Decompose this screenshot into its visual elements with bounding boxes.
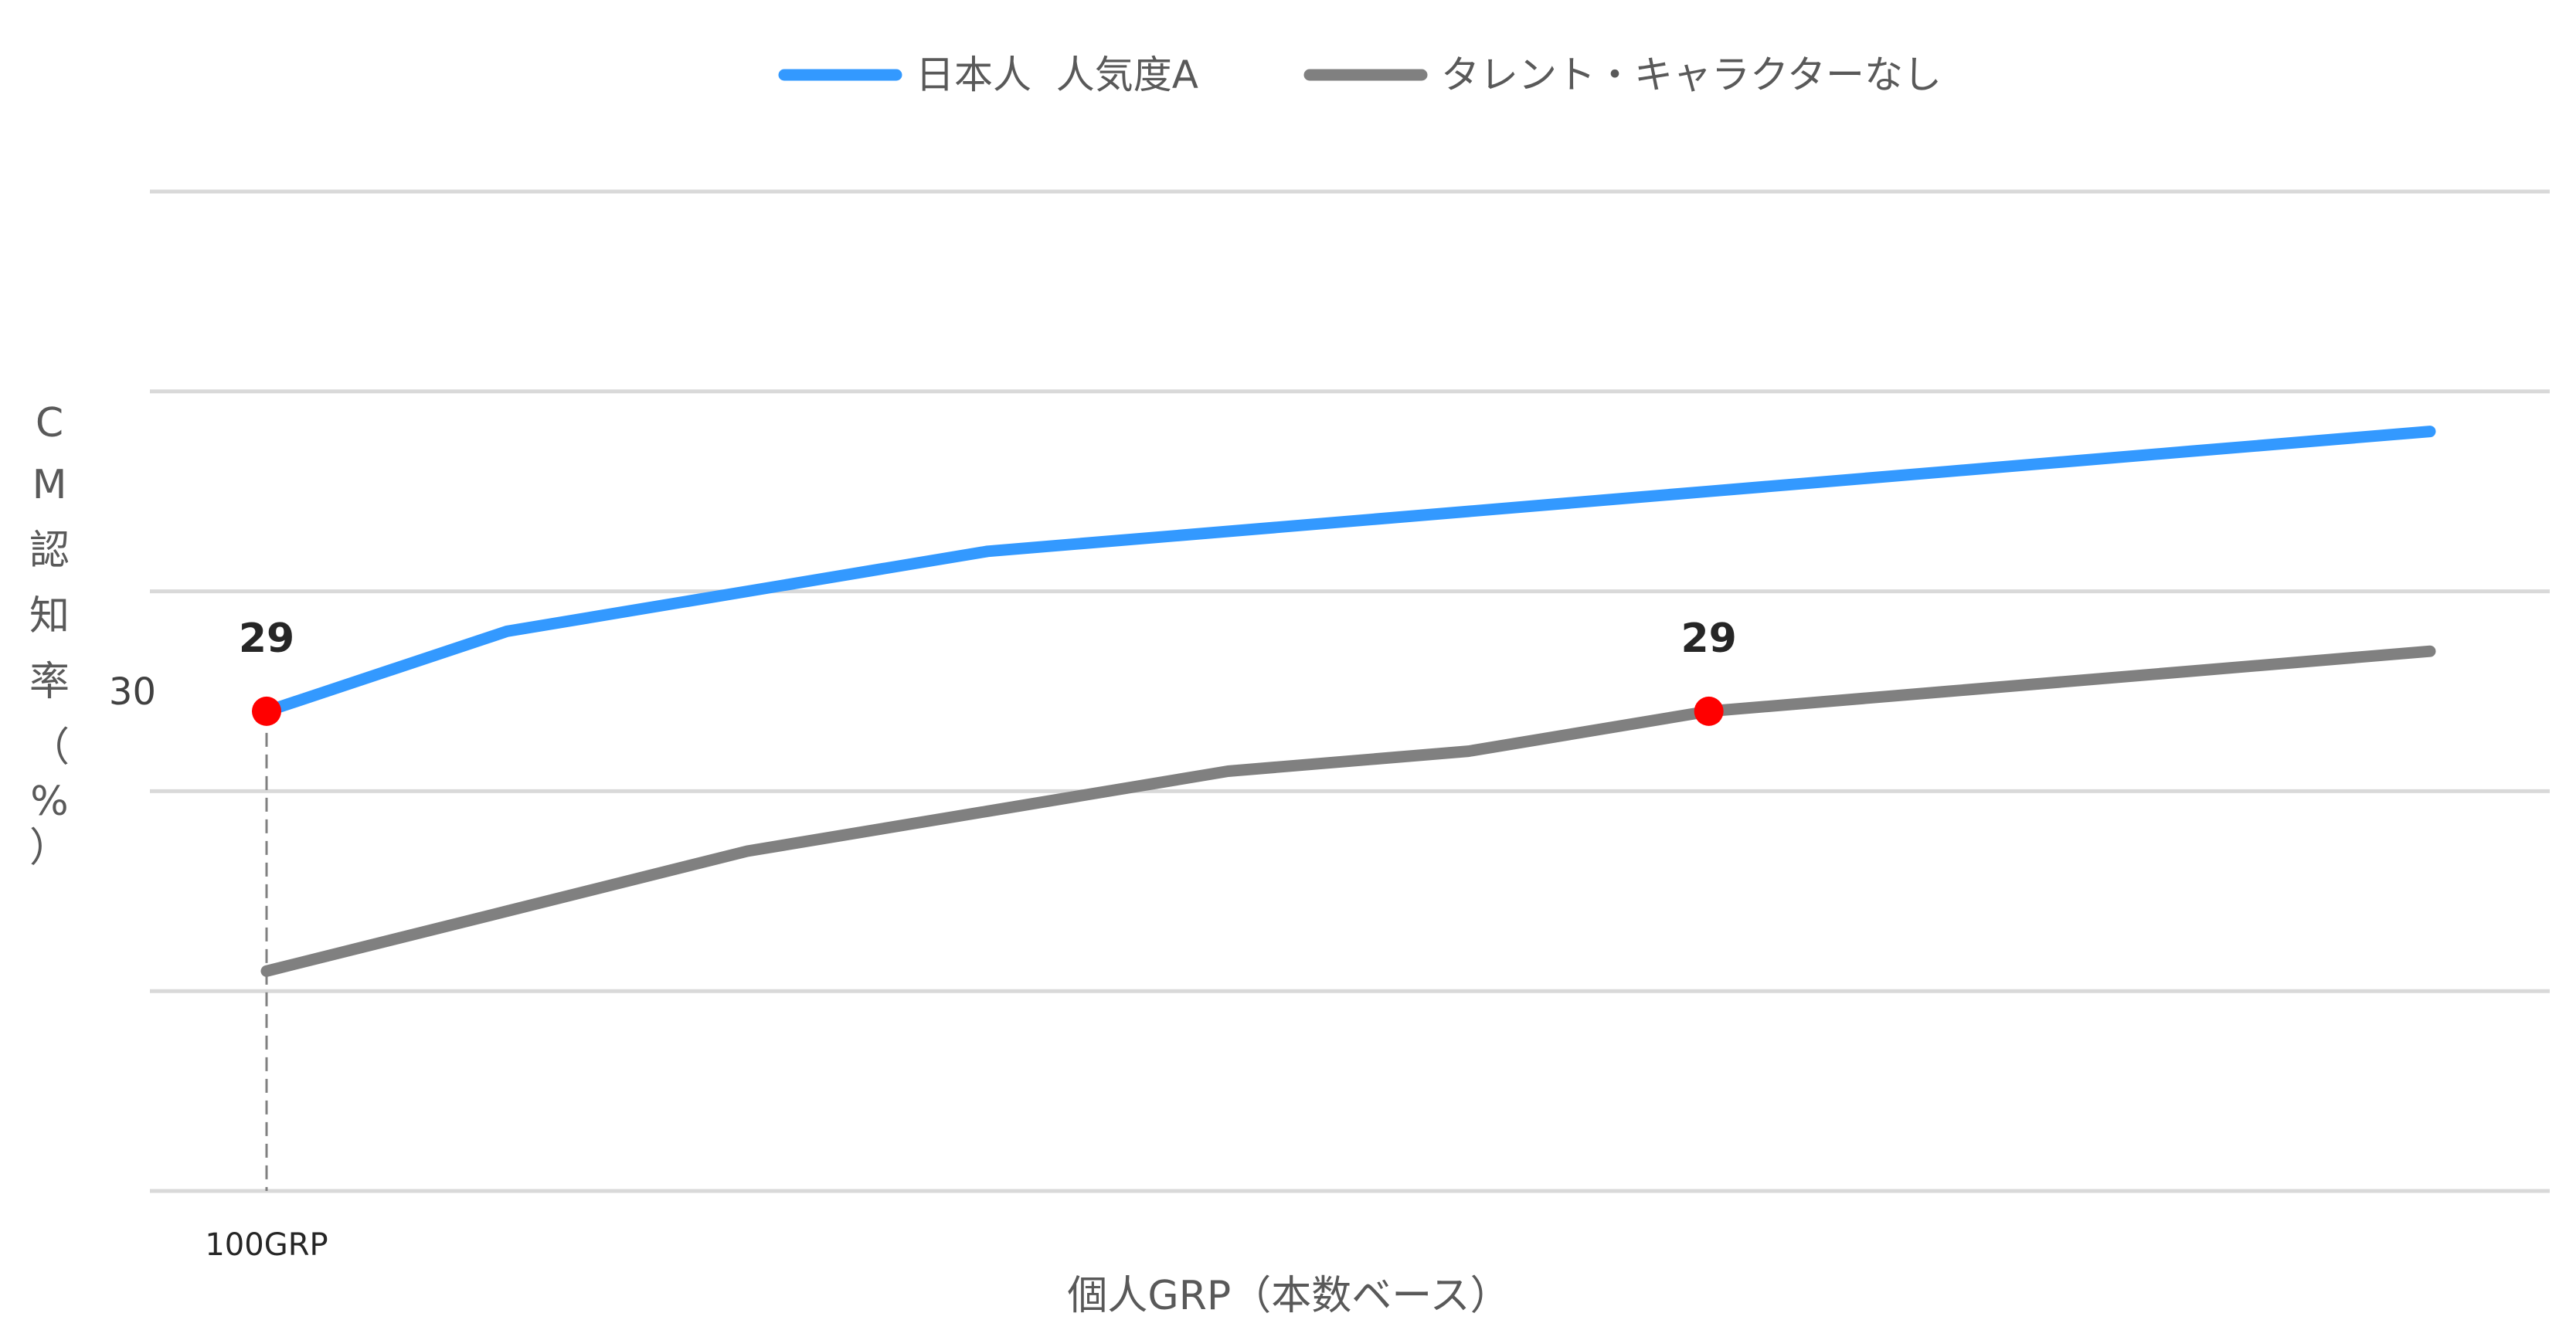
legend-label-1: 日本人 人気度A [916,53,1198,97]
x-tick-label: 100GRP [205,1227,328,1263]
y-axis-title-char: 知 [29,593,70,640]
data-label: 29 [1681,616,1736,662]
y-axis-title-char: （ [29,724,70,771]
series-line-1 [260,426,2436,718]
y-axis-title-char: ） [29,825,70,871]
y-axis-title-char: % [30,779,68,825]
series-line-2 [260,645,2436,977]
y-tick-label: 30 [109,670,156,714]
highlight-markers [252,696,1724,726]
y-axis-title-char: 認 [29,528,70,574]
highlight-point [252,696,281,726]
y-axis-title-char: 率 [29,659,70,705]
y-axis-title-char: C [36,400,63,446]
legend-label-2: タレント・キャラクターなし [1441,53,1942,97]
y-axis-ticks: 30 [109,670,156,714]
x-axis-ticks: 100GRP [205,1227,328,1263]
series-lines [260,426,2436,977]
data-labels: 29 29 [239,616,1737,662]
gridlines [150,189,2550,1193]
y-axis-title-char: M [32,462,67,508]
data-label: 29 [239,616,294,662]
x-axis-title: 個人GRP（本数ベース） [1067,1273,1510,1319]
highlight-point [1694,696,1724,726]
legend: 日本人 人気度A タレント・キャラクターなし [778,53,1942,97]
